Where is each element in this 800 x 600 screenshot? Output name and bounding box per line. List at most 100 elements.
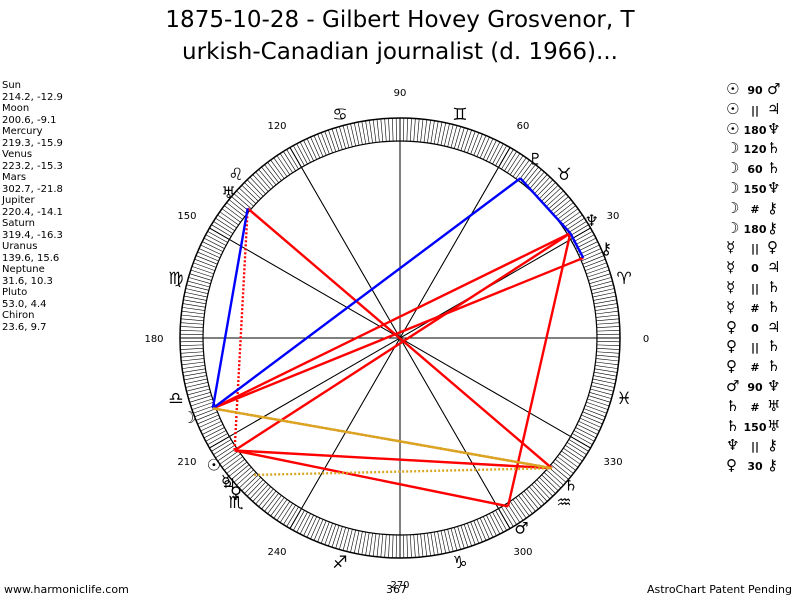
degree-tick [372,533,377,557]
aspect-type: 90 [747,84,763,97]
degree-tick [463,129,472,152]
degree-tick [197,414,219,425]
degree-tick [388,534,390,558]
degree-tick [187,280,210,288]
degree-tick [380,118,384,142]
planet-glyph-icon: ♀ [726,357,737,376]
aspect-line [212,177,522,410]
degree-tick [557,456,576,471]
aspect-type: # [750,400,760,414]
degree-tick [596,351,620,354]
degree-tick [283,504,296,525]
aspect-row: ♆ || ⚷ [726,436,784,456]
planet-glyph-icon: ☿ [726,258,736,277]
degree-tick [376,119,380,143]
degree-tick [296,143,308,165]
degree-tick [518,162,533,181]
aspect-row: ♀ 0 ♃ [726,318,784,338]
zodiac-sign-icon: ♊ [452,105,467,125]
aspect-line [569,232,585,259]
degree-tick [187,388,210,396]
zodiac-sign-icon: ♌ [228,165,243,185]
degree-tick [306,138,318,160]
degree-tick [194,258,217,268]
degree-tick [258,488,274,507]
degree-tick [501,149,514,170]
degree-tick [357,121,363,145]
degree-tick [546,469,564,486]
planet-glyph-icon: ♃ [767,317,781,336]
aspect-type: || [750,440,760,454]
planet-glyph-icon: ☿ [726,238,736,257]
aspect-type: # [750,202,760,216]
planet-name-mars: Mars [2,172,27,183]
degree-tick [450,528,458,551]
planet-glyph-icon: ♀ [726,317,737,336]
degree-tick [576,424,598,435]
degree-tick [454,527,461,550]
footer-credit: AstroChart Patent Pending [646,583,792,596]
degree-tick [365,120,370,144]
degree-tick [181,358,205,362]
degree-tick [181,310,205,315]
degree-tick [495,145,507,166]
degree-tick [423,119,428,143]
degree-tick [473,133,483,156]
planet-name-jupiter: Jupiter [2,195,35,206]
degree-tick [317,133,327,156]
degree-tick [180,322,204,325]
degree-tick [231,464,250,480]
aspect-type: 30 [747,460,763,474]
aspect-line [246,207,553,470]
degree-tick [357,531,363,555]
planet-position-mercury: 219.3, -15.9 [2,137,63,149]
aspect-line [233,208,249,451]
degree-tick [339,126,346,149]
zodiac-sign-icon: ♍ [168,269,183,289]
degree-tick [504,504,517,525]
degree-tick [241,474,259,492]
degree-tick [320,521,330,544]
degree-tick [384,118,387,142]
aspect-type: 120 [743,143,767,157]
degree-tick [188,277,211,284]
degree-tick [194,408,217,418]
planet-name-neptune: Neptune [2,264,45,275]
degree-tick [582,411,605,421]
degree-tick [575,237,597,249]
degree-tick [184,378,208,385]
planet-glyph-icon: ♄ [726,396,740,415]
planet-position-neptune: 31.6, 10.3 [2,275,53,287]
zodiac-sign-icon: ♈ [616,269,631,289]
aspect-type: || [750,242,760,256]
degree-tick [299,513,311,535]
degree-tick [592,378,616,385]
degree-tick [590,388,613,396]
planet-glyph-icon: ♄ [767,139,781,158]
aspect-row: ☉ 180♆ [726,120,784,140]
planet-glyph-icon: ♄ [767,277,781,296]
zodiac-sign-icon: ♒ [556,493,571,513]
degree-tick [410,118,412,142]
aspect-line [212,407,553,470]
degree-tick [473,520,483,543]
degree-tick [561,211,581,226]
degree-tick [180,344,204,346]
degree-tick [585,262,607,271]
degree-tick [372,119,377,143]
degree-tick [430,120,435,144]
degree-tick [593,299,617,305]
degree-tick [592,291,616,298]
degree-tick [313,135,324,157]
aspect-line [519,177,572,235]
planet-glyph-icon: ⚷ [767,218,778,237]
planet-glyph-icon: ♀ [767,238,778,257]
zodiac-sign-icon: ♓ [616,389,631,409]
degree-tick [180,330,204,332]
degree-tick [565,217,585,231]
degree-tick [529,171,545,190]
degree-tick [238,187,257,204]
degree-tick [331,525,340,548]
degree-tick [252,174,269,192]
degree-tick [479,517,490,540]
